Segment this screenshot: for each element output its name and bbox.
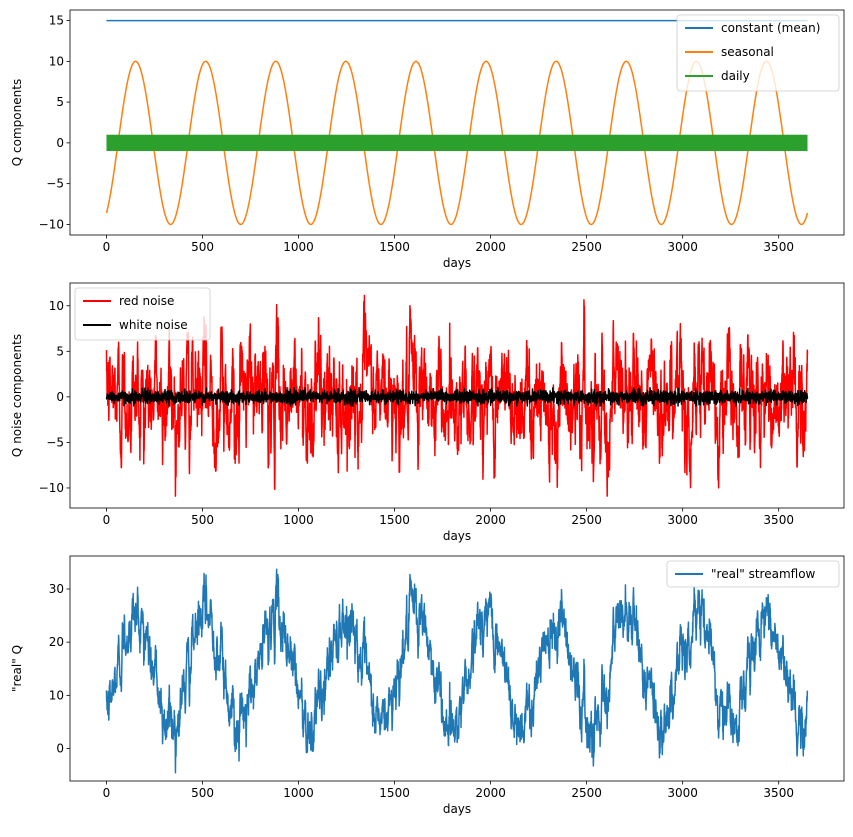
- legend-entry: constant (mean): [721, 21, 820, 35]
- x-tick-label: 1500: [379, 240, 410, 254]
- series-line-real-streamflow: [105, 568, 809, 774]
- x-tick-label: 2000: [475, 786, 506, 800]
- x-tick-label: 1000: [283, 513, 314, 527]
- x-tick-label: 2500: [571, 240, 602, 254]
- y-tick-label: 30: [49, 582, 64, 596]
- x-tick-label: 2000: [475, 240, 506, 254]
- chart-panel-3: 0 500 1000 1500 2000 2500 3000 3500 0 10 20 30 days "…: [10, 555, 845, 816]
- legend-entry: daily: [721, 69, 750, 83]
- legend-entry: seasonal: [721, 45, 774, 59]
- axes-frame: [69, 555, 845, 782]
- y-tick-label: 15: [49, 14, 64, 28]
- plot-area: [105, 294, 809, 497]
- x-tick-label: 3000: [667, 786, 698, 800]
- legend-entry: red noise: [119, 294, 174, 308]
- legend-entry: "real" streamflow: [711, 567, 816, 581]
- legend: red noise white noise: [74, 287, 211, 341]
- x-axis-label: days: [443, 529, 471, 543]
- x-tick-label: 1000: [283, 786, 314, 800]
- plot-area: [105, 568, 809, 774]
- x-axis-label: days: [443, 802, 471, 816]
- x-tick-label: 500: [191, 786, 214, 800]
- legend-box: [666, 560, 840, 588]
- series-line-white-noise: [105, 387, 809, 407]
- x-tick-label: 3500: [763, 240, 794, 254]
- y-tick-label: 10: [49, 299, 64, 313]
- x-tick-label: 3000: [667, 240, 698, 254]
- y-tick-label: 0: [56, 390, 64, 404]
- legend-box: [676, 14, 840, 92]
- legend: constant (mean) seasonal daily: [676, 14, 840, 92]
- y-axis-label: "real" Q: [10, 645, 24, 692]
- x-tick-label: 0: [103, 786, 111, 800]
- legend-entry: white noise: [119, 318, 188, 332]
- legend: "real" streamflow: [666, 560, 840, 588]
- y-tick-label: −10: [39, 481, 64, 495]
- y-tick-label: −5: [46, 435, 64, 449]
- x-tick-label: 2500: [571, 786, 602, 800]
- x-tick-label: 500: [191, 513, 214, 527]
- x-tick-label: 500: [191, 240, 214, 254]
- axes-frame: [69, 9, 845, 236]
- x-tick-label: 0: [103, 240, 111, 254]
- y-tick-label: 0: [56, 136, 64, 150]
- x-tick-label: 2500: [571, 513, 602, 527]
- x-tick-label: 1000: [283, 240, 314, 254]
- x-tick-label: 1500: [379, 786, 410, 800]
- y-tick-label: 10: [49, 54, 64, 68]
- x-tick-label: 3500: [763, 513, 794, 527]
- axes-frame: [69, 282, 845, 509]
- series-line-red-noise: [105, 294, 809, 497]
- series-line-daily: [106, 134, 808, 152]
- x-tick-label: 3000: [667, 513, 698, 527]
- y-tick-label: 10: [49, 688, 64, 702]
- x-tick-label: 0: [103, 513, 111, 527]
- chart-panel-1: 0 500 1000 1500 2000 2500 3000 3500 −10 −5 0 5 10 15 d…: [10, 9, 845, 270]
- x-axis-label: days: [443, 256, 471, 270]
- y-tick-label: −10: [39, 217, 64, 231]
- y-axis-label: Q components: [10, 79, 24, 166]
- y-tick-label: 0: [56, 742, 64, 756]
- y-tick-label: −5: [46, 177, 64, 191]
- x-tick-label: 1500: [379, 513, 410, 527]
- y-axis-label: Q noise components: [10, 334, 24, 457]
- y-tick-label: 5: [56, 344, 64, 358]
- y-tick-label: 5: [56, 95, 64, 109]
- y-tick-label: 20: [49, 635, 64, 649]
- chart-panel-2: 0 500 1000 1500 2000 2500 3000 3500 −10 −5 0 5 10 day…: [10, 282, 845, 543]
- x-tick-label: 2000: [475, 513, 506, 527]
- x-tick-label: 3500: [763, 786, 794, 800]
